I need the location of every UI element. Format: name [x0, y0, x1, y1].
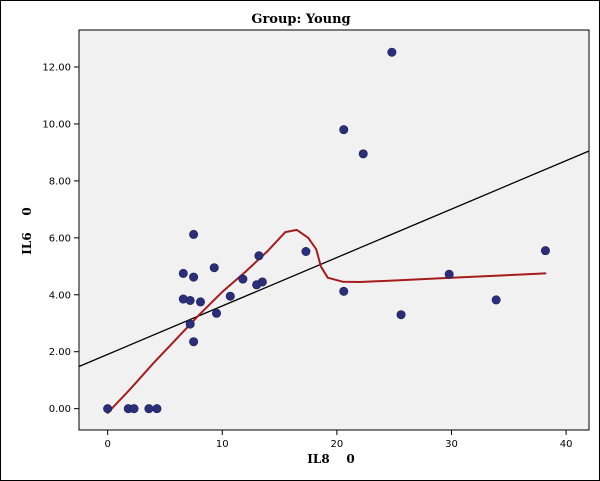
y-axis-label: IL6 0: [20, 207, 34, 254]
y-tick-label: 2.00: [49, 347, 71, 358]
y-tick-label: 0.00: [49, 404, 71, 415]
x-tick-label: 20: [330, 439, 343, 450]
data-point: [358, 149, 368, 159]
data-point: [444, 269, 454, 279]
data-point: [129, 404, 139, 414]
data-point: [339, 286, 349, 296]
data-point: [301, 246, 311, 256]
data-point: [339, 125, 349, 135]
y-tick-label: 10.00: [42, 119, 71, 130]
data-point: [387, 47, 397, 57]
data-point: [189, 229, 199, 239]
x-tick-label: 0: [104, 439, 110, 450]
data-point: [185, 319, 195, 329]
data-point: [185, 295, 195, 305]
x-axis-label: IL8 0: [307, 452, 354, 466]
data-point: [189, 337, 199, 347]
data-point: [212, 308, 222, 318]
data-point: [257, 277, 267, 287]
y-tick-label: 12.00: [42, 63, 71, 74]
data-point: [103, 404, 113, 414]
data-point: [209, 263, 219, 273]
y-tick-label: 4.00: [49, 290, 71, 301]
data-point: [491, 295, 501, 305]
data-point: [195, 297, 205, 307]
x-tick-label: 40: [560, 439, 573, 450]
y-tick-label: 6.00: [49, 233, 71, 244]
x-tick-label: 30: [445, 439, 458, 450]
data-point: [144, 404, 154, 414]
chart-title: Group: Young: [251, 12, 350, 27]
data-point: [189, 272, 199, 282]
linear-fit-line: [79, 150, 589, 368]
data-point: [178, 268, 188, 278]
data-point: [396, 310, 406, 320]
data-point: [152, 404, 162, 414]
loess-fit-line: [106, 228, 547, 414]
data-point: [238, 274, 248, 284]
x-tick-label: 10: [216, 439, 229, 450]
plot-area: [78, 29, 590, 431]
data-point: [225, 291, 235, 301]
data-point: [254, 251, 264, 261]
data-point: [540, 246, 550, 256]
y-tick-label: 8.00: [49, 176, 71, 187]
